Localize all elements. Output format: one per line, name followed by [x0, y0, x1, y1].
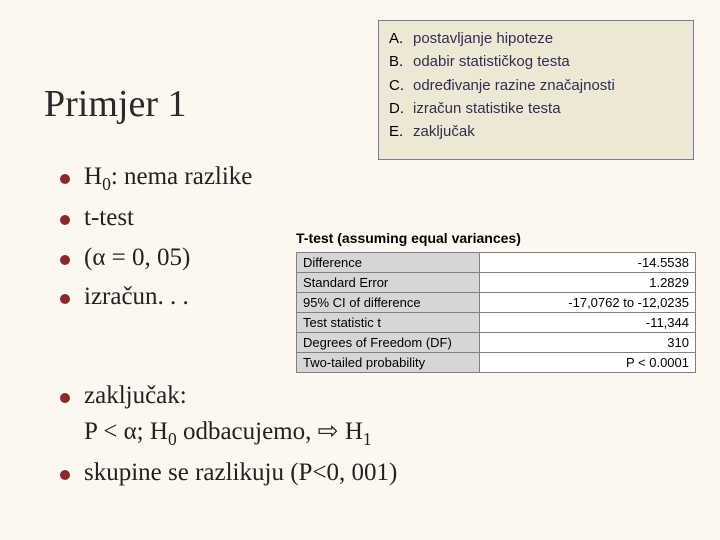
bullet-dot-icon	[60, 294, 70, 304]
slide: Primjer 1 A.postavljanje hipoteze B.odab…	[0, 0, 720, 540]
bullet-ttest: t-test	[60, 199, 252, 237]
bullet-h0: H0: nema razlike	[60, 158, 252, 197]
table-row: Difference-14.5538	[297, 253, 696, 273]
bullet-dot-icon	[60, 174, 70, 184]
step-b: B.odabir statističkog testa	[389, 50, 683, 73]
table-title: T-test (assuming equal variances)	[296, 230, 521, 246]
step-e: E.zaključak	[389, 120, 683, 143]
table-row: 95% CI of difference-17,0762 to -12,0235	[297, 293, 696, 313]
table-row: Test statistic t-11,344	[297, 313, 696, 333]
bullet-dot-icon	[60, 215, 70, 225]
bullet-dot-icon	[60, 255, 70, 265]
table-row: Two-tailed probabilityP < 0.0001	[297, 353, 696, 373]
stat-table: Difference-14.5538 Standard Error1.2829 …	[296, 252, 696, 373]
bullet-izracun: izračun. . .	[60, 278, 252, 316]
bullet-skupine: skupine se razlikuju (P<0, 001)	[60, 455, 397, 491]
bullets-top: H0: nema razlike t-test (α = 0, 05) izra…	[60, 158, 252, 318]
slide-title: Primjer 1	[44, 82, 186, 126]
bullet-h0-text: H0: nema razlike	[84, 158, 252, 197]
step-c: C.određivanje razine značajnosti	[389, 74, 683, 97]
bullets-bottom: zaključak: P < α; H0 odbacujemo, ⇨ H1 sk…	[60, 378, 397, 493]
bullet-dot-icon	[60, 470, 70, 480]
bullet-alpha: (α = 0, 05)	[60, 239, 252, 277]
bullet-zakljucak-text: zaključak: P < α; H0 odbacujemo, ⇨ H1	[84, 378, 372, 453]
table-row: Degrees of Freedom (DF)310	[297, 333, 696, 353]
steps-box: A.postavljanje hipoteze B.odabir statist…	[378, 20, 694, 160]
step-d: D.izračun statistike testa	[389, 97, 683, 120]
table-row: Standard Error1.2829	[297, 273, 696, 293]
bullet-dot-icon	[60, 393, 70, 403]
step-a: A.postavljanje hipoteze	[389, 27, 683, 50]
bullet-zakljucak: zaključak: P < α; H0 odbacujemo, ⇨ H1	[60, 378, 397, 453]
